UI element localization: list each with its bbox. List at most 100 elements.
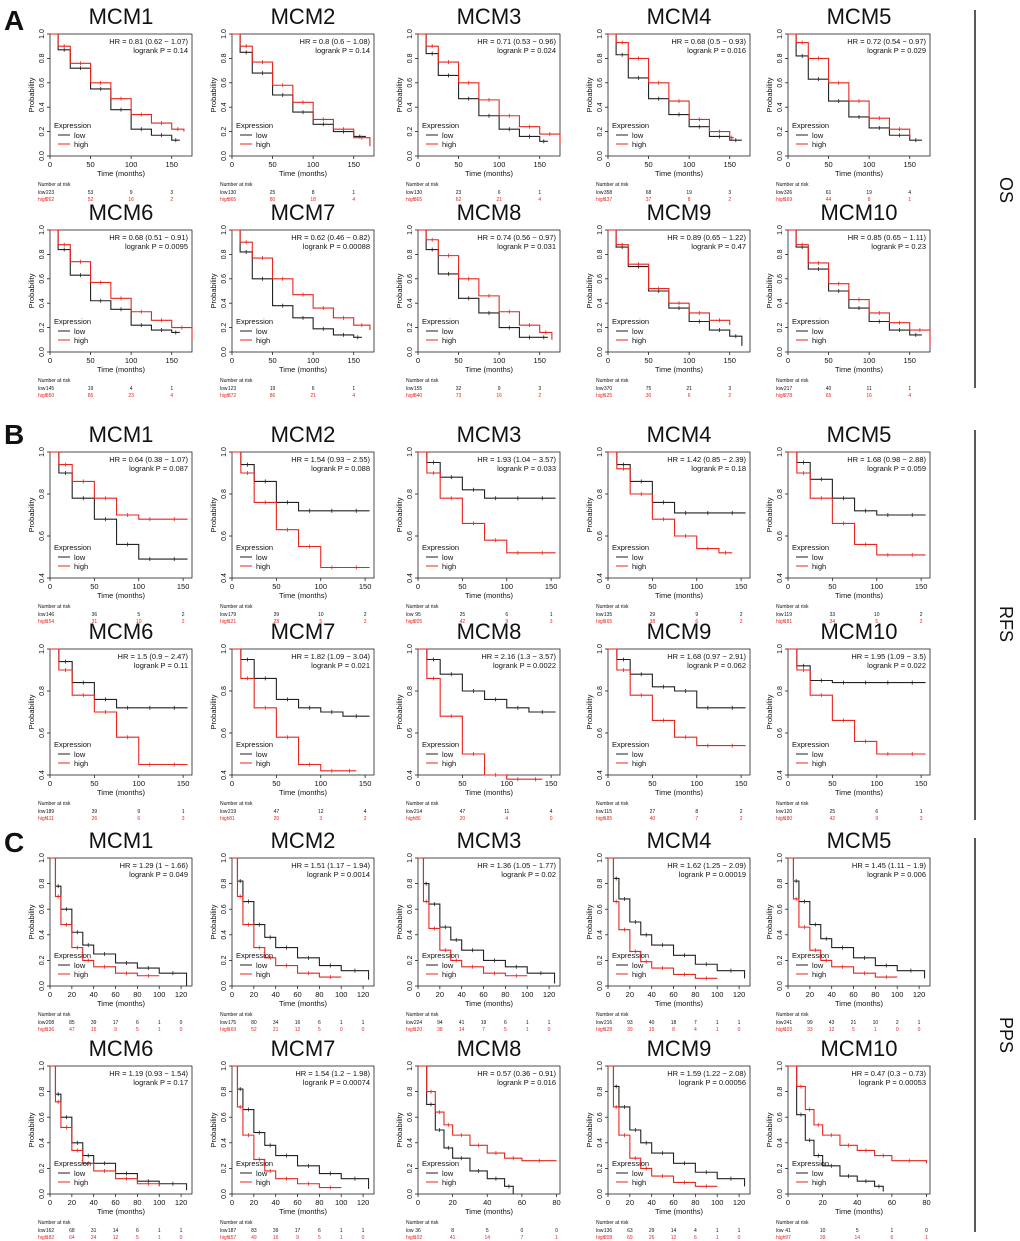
x-tick-label: 100 [125,356,138,365]
legend-title: Expression [54,317,91,326]
x-tick-label: 50 [268,160,276,169]
y-tick-label: 0.4 [777,102,784,112]
risk-row-label-low: low [38,809,46,815]
risk-value-low: 135 [604,612,613,618]
y-tick-label: 0.8 [777,53,784,63]
x-tick-label: 100 [307,160,320,169]
y-tick-label: 0.6 [39,728,46,738]
y-tick-label: 0.6 [39,78,46,88]
x-tick-label: 50 [828,582,836,591]
legend-title: Expression [236,1159,273,1168]
risk-value-low: 99 [807,1020,813,1026]
y-tick-label: 0.8 [407,53,414,63]
y-tick-label: 0.8 [597,1087,604,1097]
risk-value-low: 80 [251,1020,257,1026]
y-axis-label: Probability [395,904,404,939]
x-axis-label: Time (months) [655,999,704,1008]
logrank-annotation: logrank P = 0.11 [134,661,188,670]
legend-label-low: low [256,1169,268,1178]
y-tick-label: 0.0 [407,151,414,161]
risk-value-high: 278 [784,393,793,399]
risk-value-high: 16 [496,393,502,399]
risk-value-low: 1 [526,1020,529,1026]
legend-title: Expression [54,740,91,749]
risk-value-low: 1 [538,190,541,196]
km-chart-b-mcm1: MCM1 0.4 0.6 0.8 1.0 Probability 0 50 100 150 Time… [27,422,193,625]
y-tick-label: 0.4 [407,573,414,583]
y-tick-label: 0.0 [39,151,46,161]
legend-title: Expression [792,121,829,130]
legend-label-low: low [812,327,824,336]
risk-value-low: 1 [918,1020,921,1026]
survival-curve-low [608,229,743,346]
risk-table-title: Number at risk [596,182,629,188]
risk-value-low: 36 [92,612,98,618]
risk-value-low: 130 [228,190,237,196]
risk-value-high: 10 [136,619,142,625]
y-axis-label: Probability [395,77,404,112]
y-tick-label: 0.6 [777,904,784,914]
risk-value-high: 262 [46,197,55,203]
y-tick-label: 0.8 [39,249,46,259]
x-tick-label: 50 [86,356,94,365]
risk-value-high: 1 [158,1027,161,1033]
survival-curve-low [788,1065,884,1192]
risk-table-title: Number at risk [596,801,629,807]
risk-value-high: 15 [649,1027,655,1033]
risk-value-high: 128 [604,1027,613,1033]
legend-label-high: high [256,970,270,979]
risk-value-high: 73 [456,393,462,399]
risk-value-high: 125 [604,393,613,399]
risk-row-label-high: high [406,1235,416,1241]
risk-value-low: 10 [318,612,324,618]
x-tick-label: 20 [250,1198,258,1207]
chart-title: MCM9 [647,200,712,225]
risk-value-high: 120 [414,1027,423,1033]
y-tick-label: 1.0 [221,853,228,863]
km-chart-a-mcm3: MCM3 0.0 0.2 0.4 0.6 0.8 1.0 Probability 0 50 100 1… [395,4,561,203]
x-tick-label: 80 [133,1198,141,1207]
risk-value-high: 0 [738,1235,741,1241]
risk-row-label-high: high [406,393,416,399]
risk-row-label-high: high [596,197,606,203]
risk-row-label-high: high [220,197,230,203]
risk-value-high: 111 [46,816,54,822]
y-axis-label: Probability [209,1112,218,1147]
risk-row-label-low: low [38,612,46,618]
x-tick-label: 60 [293,990,301,999]
risk-value-low: 29 [650,612,656,618]
chart-title: MCM3 [457,828,522,853]
legend-label-low: low [812,750,824,759]
side-label-pps: PPS [996,1017,1016,1053]
risk-table-title: Number at risk [406,1012,439,1018]
risk-value-low: 1 [891,1228,894,1234]
y-tick-label: 1.0 [221,1061,228,1071]
risk-value-low: 358 [604,190,613,196]
x-axis-label: Time (months) [655,365,704,374]
legend-label-low: low [442,750,454,759]
risk-table-title: Number at risk [776,1012,809,1018]
y-axis-label: Probability [209,77,218,112]
legend-label-low: low [812,553,824,562]
y-tick-label: 0.6 [407,531,414,541]
x-tick-label: 150 [545,779,558,788]
hr-annotation: HR = 0.85 (0.65 − 1.11) [848,233,927,242]
risk-value-high: 4 [505,816,508,822]
x-axis-label: Time (months) [465,999,514,1008]
risk-value-low: 0 [180,1020,183,1026]
hr-annotation: HR = 0.71 (0.53 − 0.96) [477,37,556,46]
risk-table-title: Number at risk [38,182,71,188]
km-chart-b-mcm7: MCM7 0.4 0.6 0.8 1.0 Probability 0 50 100 150 Time… [209,619,375,822]
risk-row-label-high: high [596,1235,606,1241]
y-tick-label: 0.4 [597,770,604,780]
y-tick-label: 0.4 [407,298,414,308]
x-tick-label: 0 [416,356,420,365]
risk-row-label-high: high [220,393,230,399]
x-axis-label: Time (months) [97,169,146,178]
risk-table-title: Number at risk [776,604,809,610]
risk-value-low: 19 [481,1020,487,1026]
y-axis-label: Probability [585,273,594,308]
chart-title: MCM6 [89,200,154,225]
